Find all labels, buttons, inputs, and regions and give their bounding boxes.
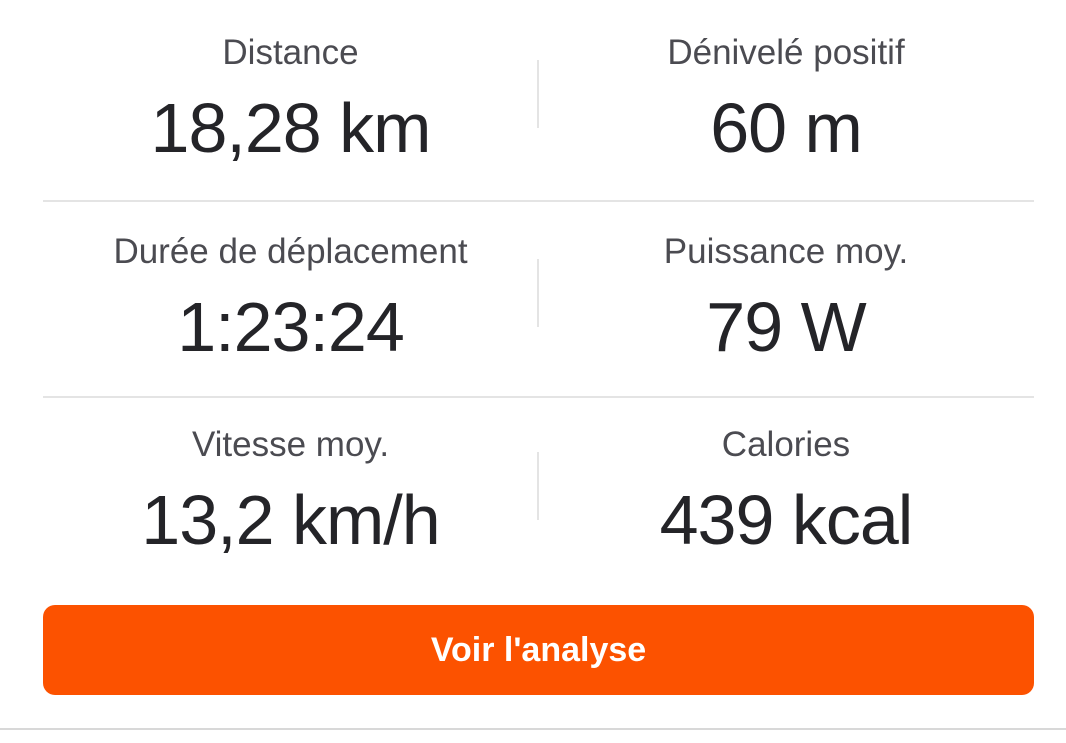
stat-label: Puissance moy. — [663, 232, 909, 271]
column-divider — [537, 451, 539, 520]
stat-label: Durée de déplacement — [113, 232, 468, 271]
column-divider — [537, 259, 539, 327]
stat-value: 60 m — [710, 89, 863, 167]
stat-label: Calories — [721, 424, 851, 464]
stat-value: 18,28 km — [150, 89, 432, 167]
stat-moving-time: Durée de déplacement 1:23:24 — [43, 202, 538, 396]
stats-grid: Distance 18,28 km Dénivelé positif 60 m … — [43, 0, 1034, 585]
stat-value: 79 W — [706, 288, 866, 366]
view-analysis-button[interactable]: Voir l'analyse — [43, 605, 1034, 695]
stat-distance: Distance 18,28 km — [43, 0, 538, 200]
stat-label: Vitesse moy. — [191, 424, 390, 464]
stat-avg-power: Puissance moy. 79 W — [538, 202, 1034, 396]
section-divider — [0, 728, 1066, 730]
stat-value: 1:23:24 — [177, 288, 405, 366]
stat-elevation-gain: Dénivelé positif 60 m — [538, 0, 1034, 200]
stat-value: 439 kcal — [659, 480, 914, 559]
stat-value: 13,2 km/h — [141, 480, 440, 559]
stat-label: Dénivelé positif — [667, 33, 905, 72]
column-divider — [537, 60, 539, 128]
stats-row-3: Vitesse moy. 13,2 km/h Calories 439 kcal — [43, 396, 1034, 585]
stat-label: Distance — [222, 33, 359, 72]
stats-row-2: Durée de déplacement 1:23:24 Puissance m… — [43, 200, 1034, 396]
stat-avg-speed: Vitesse moy. 13,2 km/h — [43, 398, 538, 585]
stat-calories: Calories 439 kcal — [538, 398, 1034, 585]
stats-row-1: Distance 18,28 km Dénivelé positif 60 m — [43, 0, 1034, 200]
